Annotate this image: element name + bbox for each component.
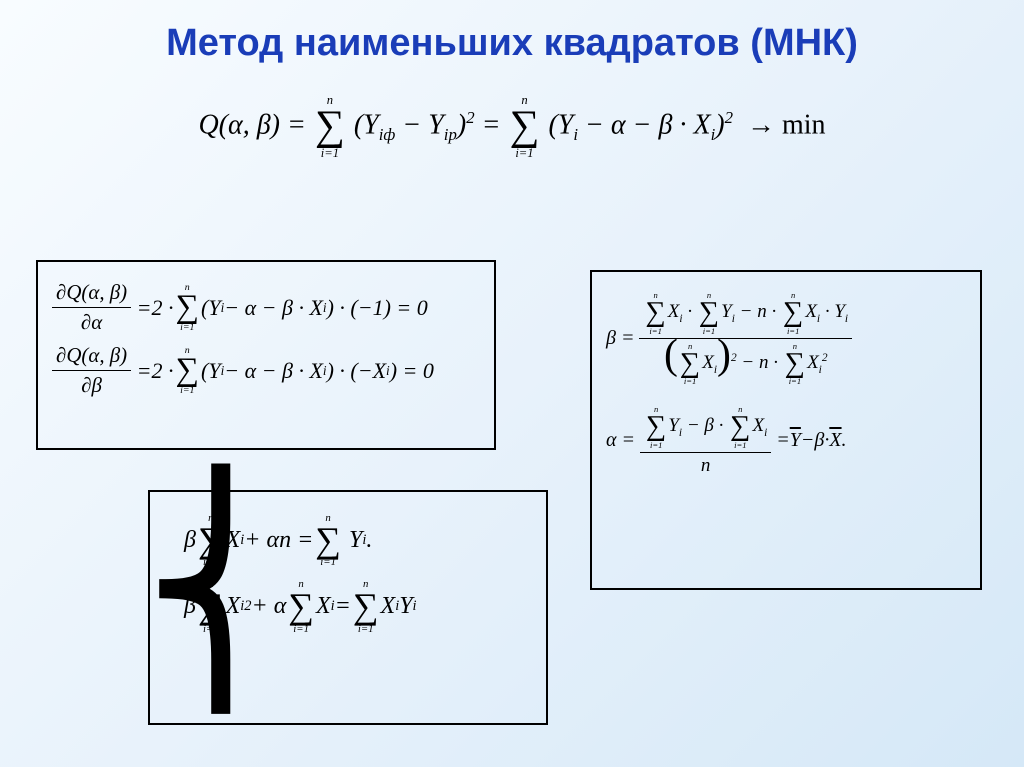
main-equation: Q(α, β) = n∑i=1 (Yiф − Yip)2 = n∑i=1 (Yi… bbox=[0, 93, 1024, 161]
system-box: ⎨ β n∑i=1 Xi + αn = n∑i=1 Yi. β n∑i=1 Xi… bbox=[148, 490, 548, 725]
deriv-beta: ∂Q(α, β)∂β = 2 · n∑i=1 (Yi − α − β · Xi)… bbox=[52, 343, 480, 398]
alpha-solution: α = n∑i=1Yi − β · n∑i=1Xi n = Y − β · X. bbox=[606, 404, 966, 477]
solution-box: β = n∑i=1Xi · n∑i=1Yi − n · n∑i=1Xi · Yi… bbox=[590, 270, 982, 590]
page-title: Метод наименьших квадратов (МНК) bbox=[0, 0, 1024, 65]
derivatives-box: ∂Q(α, β)∂α = 2 · n∑i=1 (Yi − α − β · Xi)… bbox=[36, 260, 496, 450]
brace-icon: ⎨ bbox=[142, 502, 300, 681]
deriv-alpha: ∂Q(α, β)∂α = 2 · n∑i=1 (Yi − α − β · Xi)… bbox=[52, 280, 480, 335]
beta-solution: β = n∑i=1Xi · n∑i=1Yi − n · n∑i=1Xi · Yi… bbox=[606, 290, 966, 386]
